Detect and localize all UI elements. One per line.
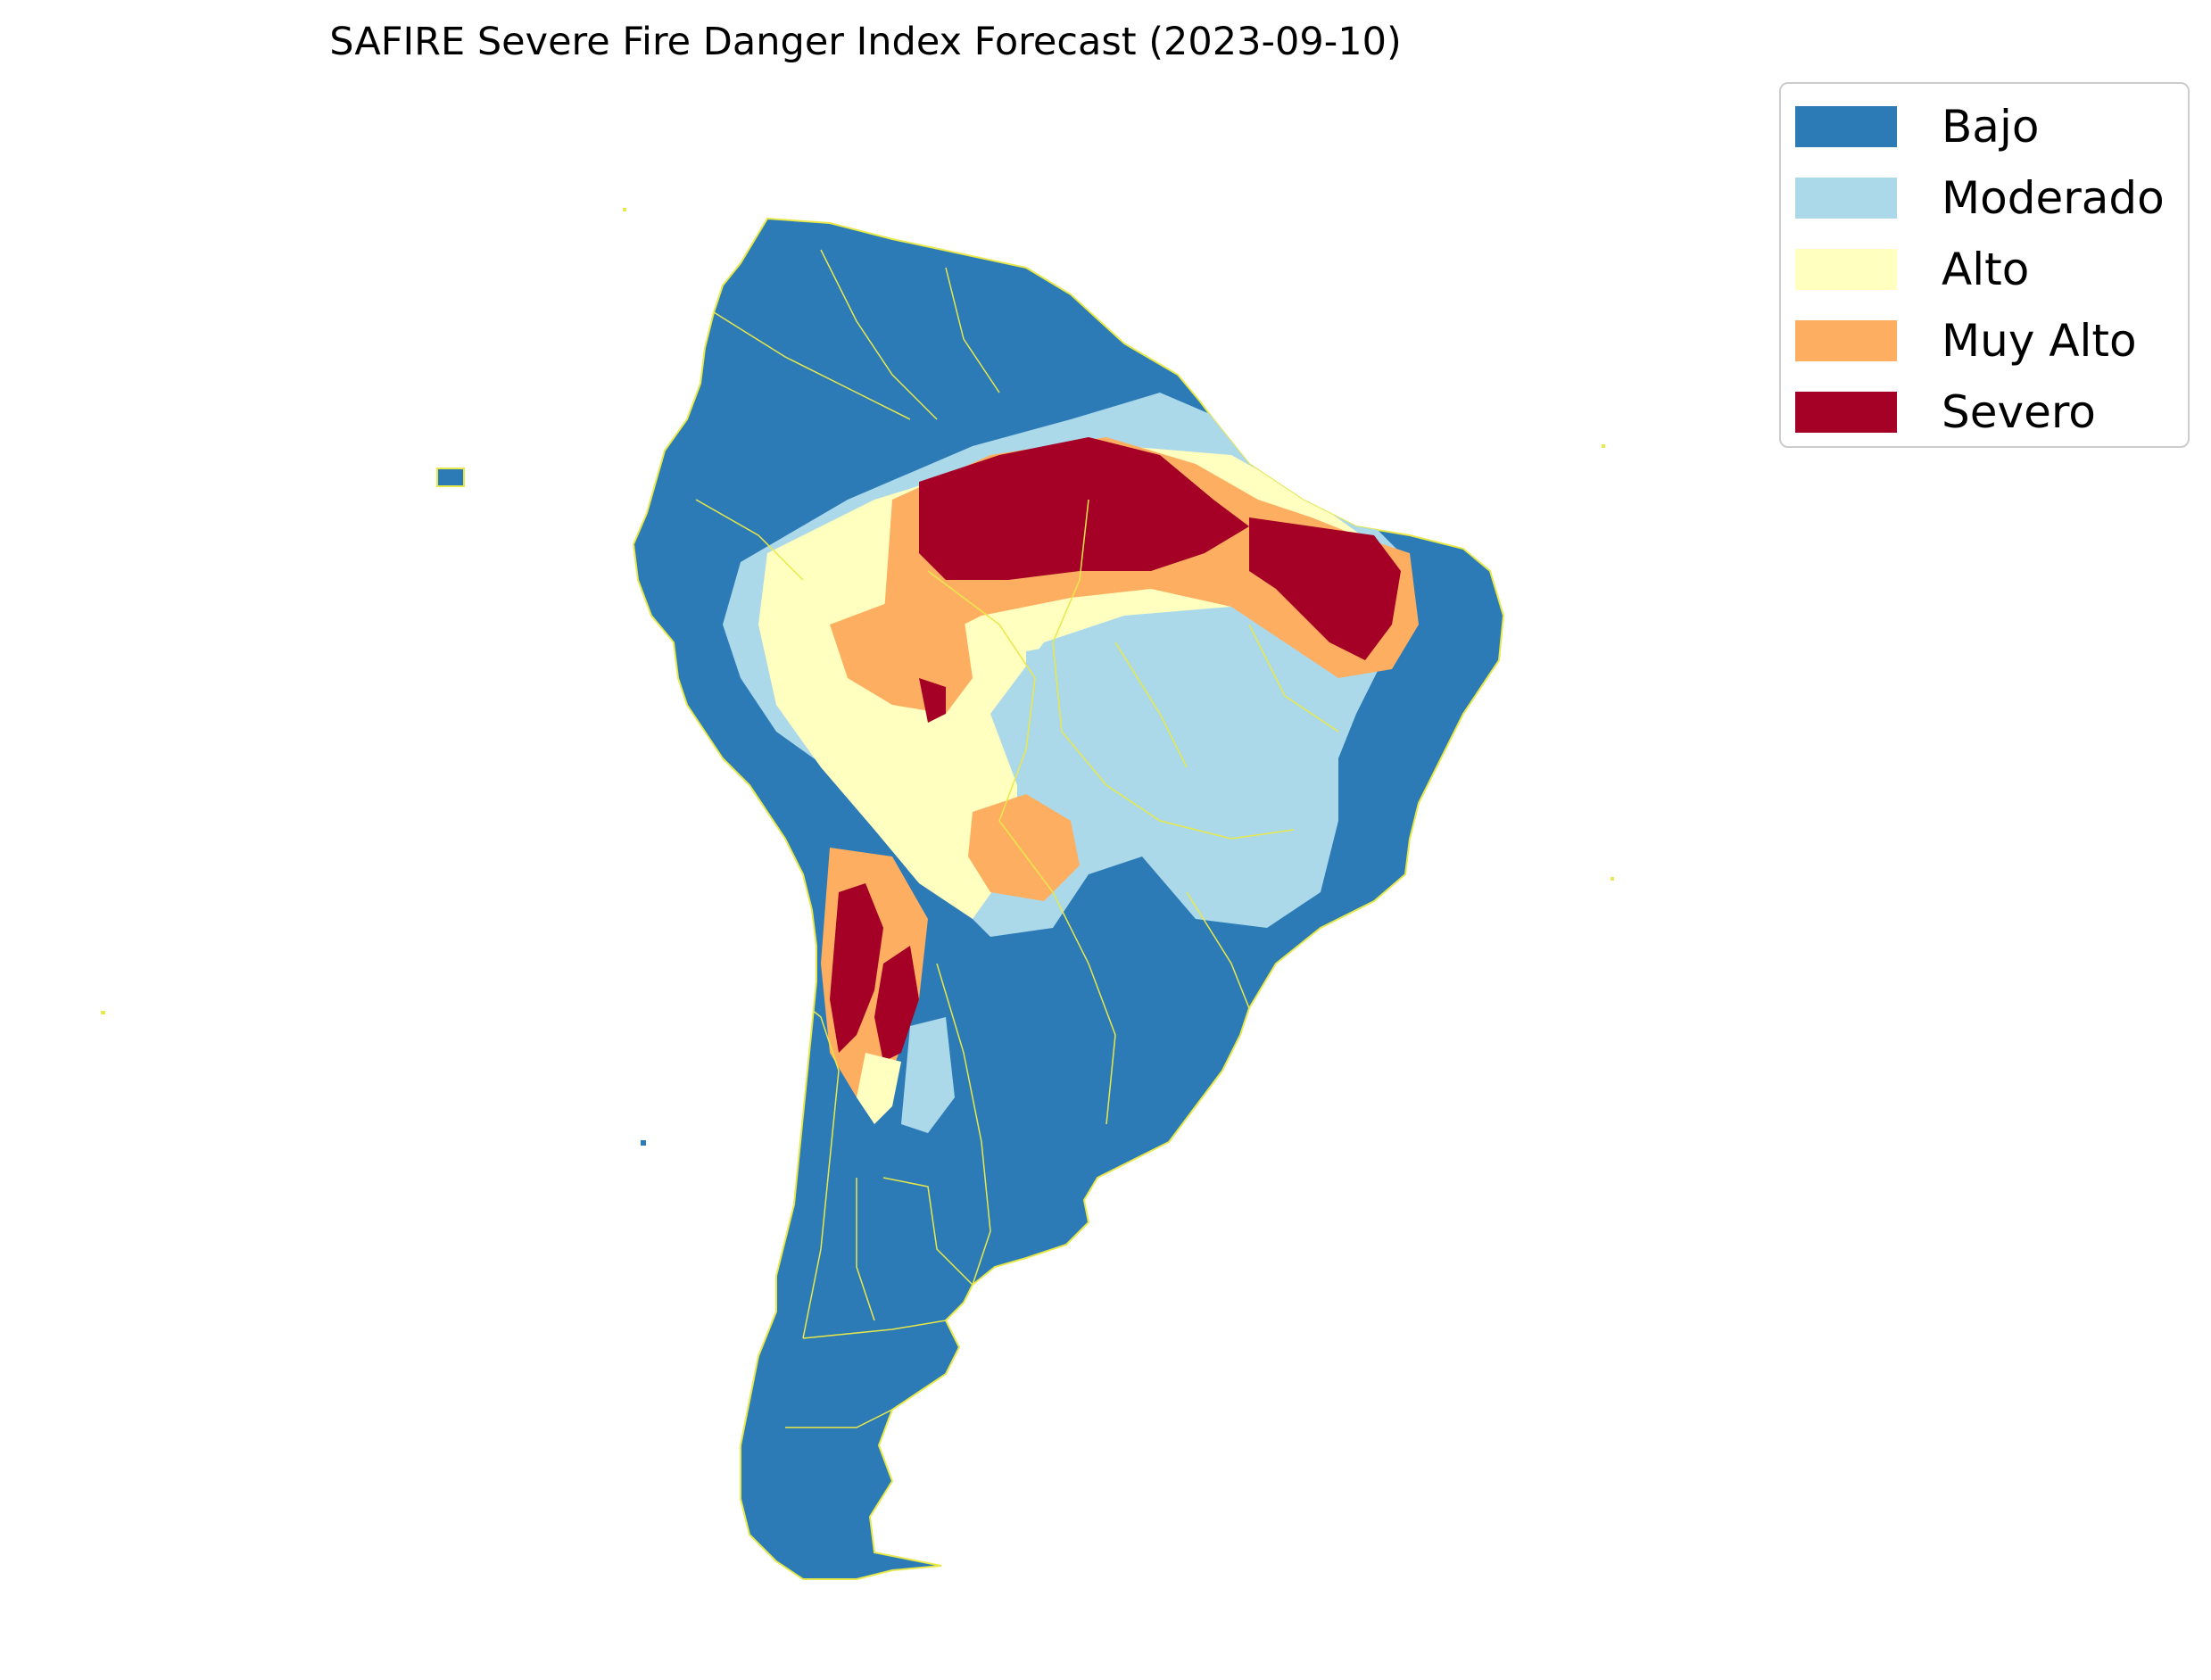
zone-severo-andes-2 xyxy=(874,946,919,1062)
zone-muy-alto-chaco xyxy=(968,794,1080,901)
map-title: SAFIRE Severe Fire Danger Index Forecast… xyxy=(329,20,1402,64)
legend-item-bajo: Bajo xyxy=(1795,101,2040,153)
zone-moderado-inner xyxy=(1026,633,1312,839)
legend-swatch-muy-alto xyxy=(1795,320,1897,361)
legend-item-alto: Alto xyxy=(1795,244,2030,295)
legend-item-muy-alto: Muy Alto xyxy=(1795,315,2137,367)
legend-label-alto: Alto xyxy=(1942,244,2030,295)
island-trindade xyxy=(1611,877,1614,881)
zone-moderado-south xyxy=(901,1017,955,1133)
zone-severo-west xyxy=(919,678,946,723)
zone-severo-andes-1 xyxy=(830,883,883,1053)
legend-swatch-severo xyxy=(1795,392,1897,433)
legend-label-severo: Severo xyxy=(1942,386,2096,438)
island-pacific xyxy=(101,1011,105,1014)
legend-label-muy-alto: Muy Alto xyxy=(1942,315,2137,367)
legend-swatch-moderado xyxy=(1795,178,1897,219)
island-atlantic xyxy=(1602,444,1605,448)
island-juan-fernandez xyxy=(641,1140,646,1146)
zone-severo-north xyxy=(919,437,1249,580)
legend-swatch-bajo xyxy=(1795,106,1897,147)
legend: Bajo Moderado Alto Muy Alto Severo xyxy=(1779,82,2190,448)
zone-severo-northeast xyxy=(1249,517,1401,660)
legend-item-moderado: Moderado xyxy=(1795,172,2165,224)
legend-item-severo: Severo xyxy=(1795,386,2096,438)
island-caribbean xyxy=(623,208,626,211)
zone-alto-south xyxy=(857,1053,901,1124)
legend-swatch-alto xyxy=(1795,249,1897,290)
legend-label-moderado: Moderado xyxy=(1942,172,2165,224)
border-lines xyxy=(695,249,1339,1428)
island-galapagos xyxy=(436,468,465,487)
legend-label-bajo: Bajo xyxy=(1942,101,2040,153)
